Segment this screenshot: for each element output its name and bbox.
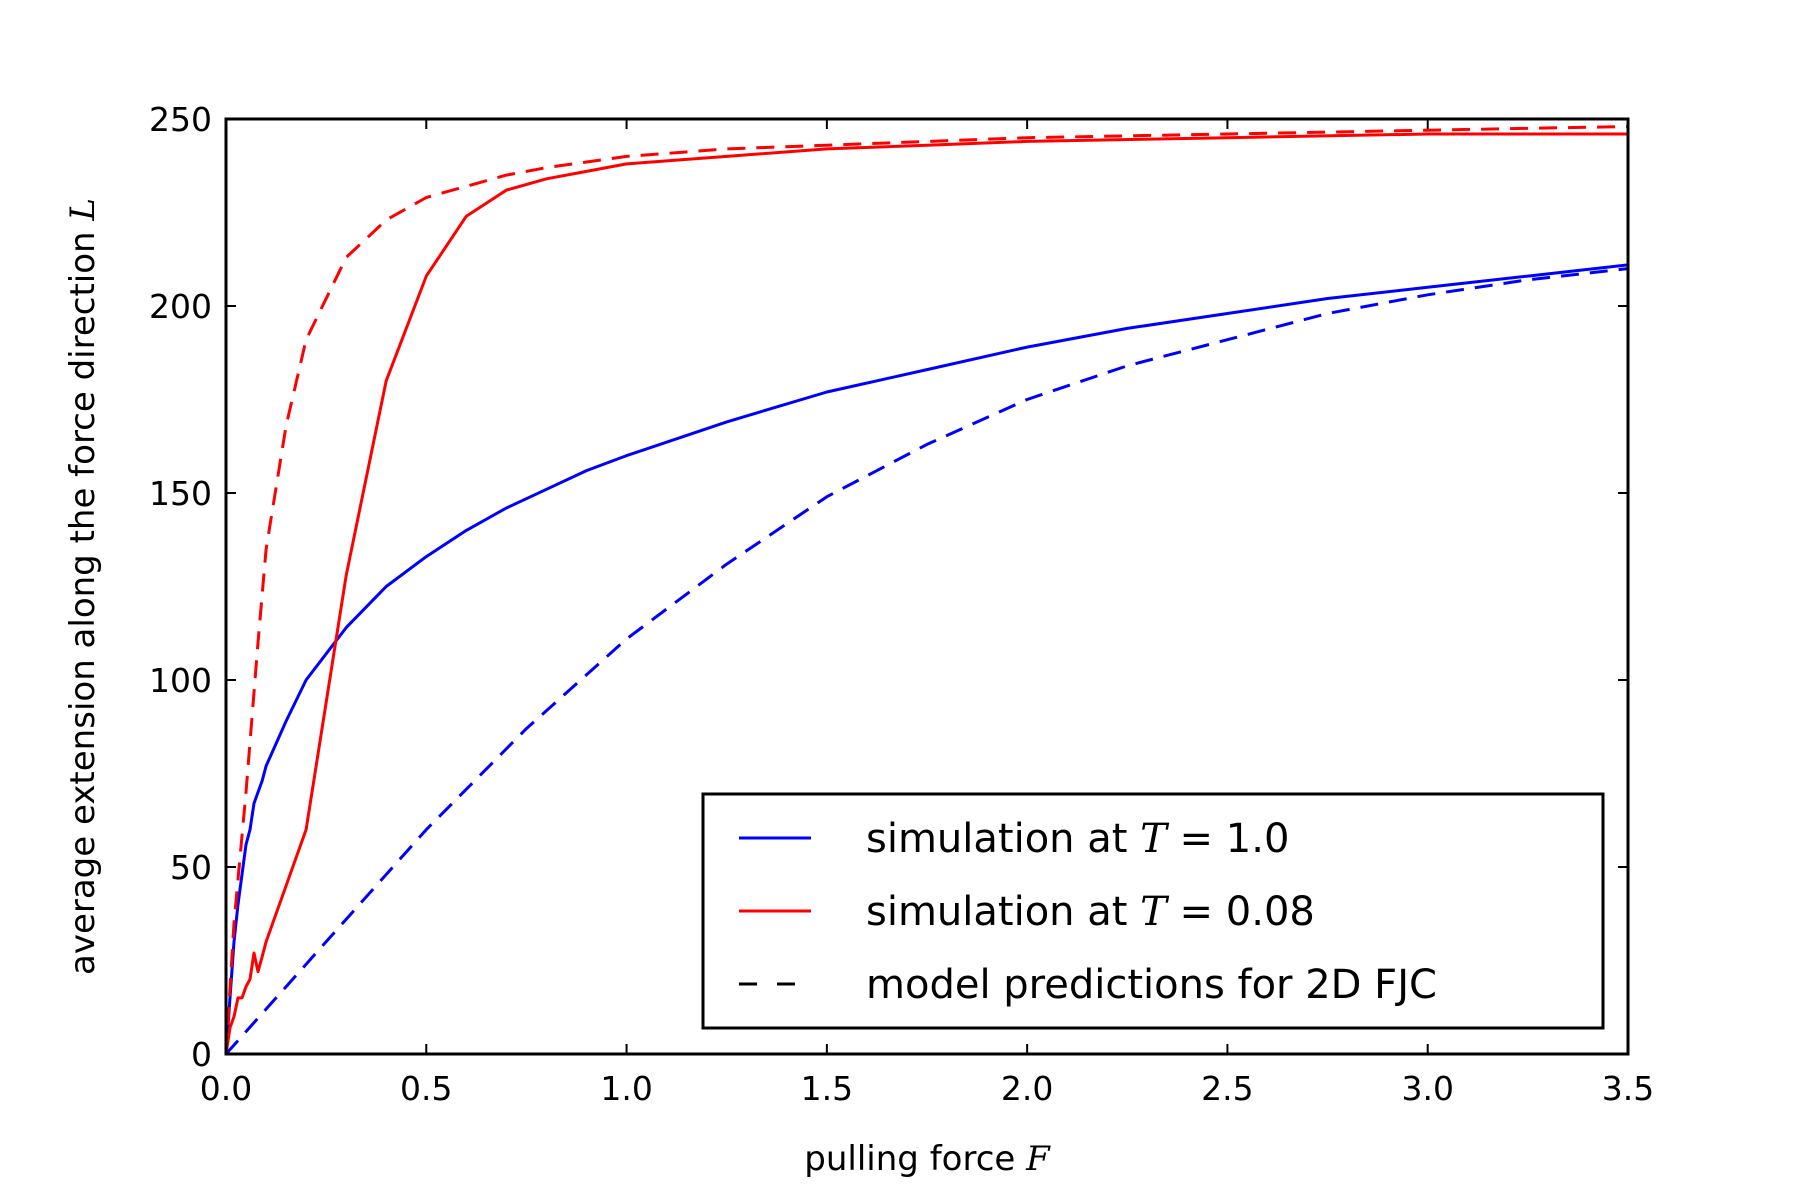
x-tick-label: 1.5 — [801, 1069, 853, 1108]
legend-entry: model predictions for 2D FJC — [866, 962, 1437, 1008]
legend-box — [701, 792, 1605, 1030]
x-tick-label: 0.5 — [400, 1069, 452, 1108]
legend: simulation at T = 1.0 simulation at T = 0… — [701, 792, 1605, 1030]
ticks-layer: 0.0 0.5 1.0 1.5 2.0 2.5 3.0 3.5 0 50 100 150 200 250 — [149, 100, 1654, 1108]
x-tick-label: 3.0 — [1401, 1069, 1453, 1108]
legend-entry: simulation at T = 0.08 — [866, 889, 1315, 935]
y-tick-label: 100 — [149, 661, 212, 700]
plot-frame — [224, 117, 1630, 1056]
x-tick-label: 3.5 — [1602, 1069, 1654, 1108]
x-tick-label: 1.0 — [600, 1069, 652, 1108]
series-line-3 — [226, 125, 1628, 1054]
series-line-0 — [226, 263, 1628, 1054]
y-tick-label: 200 — [149, 287, 212, 326]
y-tick-label: 0 — [191, 1035, 212, 1074]
x-tick-label: 2.5 — [1201, 1069, 1253, 1108]
y-tick-label: 250 — [149, 100, 212, 139]
x-tick-label: 2.0 — [1001, 1069, 1053, 1108]
series-layer — [226, 125, 1628, 1054]
y-tick-label: 150 — [149, 474, 212, 513]
series-line-2 — [226, 267, 1628, 1054]
y-axis-label: average extension along the force direct… — [63, 198, 103, 975]
x-tick-label: 0.0 — [200, 1069, 252, 1108]
y-tick-label: 50 — [170, 848, 212, 887]
series-line-1 — [226, 132, 1628, 1054]
x-axis-label: pulling force F — [804, 1139, 1051, 1179]
legend-entry: simulation at T = 1.0 — [866, 816, 1289, 862]
